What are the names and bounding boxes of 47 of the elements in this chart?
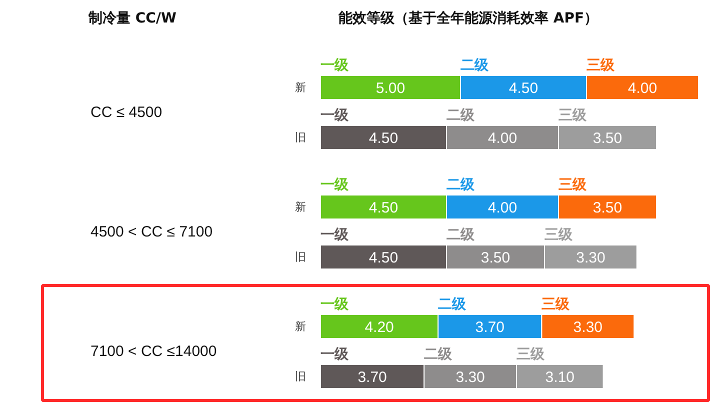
- text: 二级: [438, 296, 466, 312]
- data-label: 3.30: [456, 369, 485, 386]
- y-tick-label: 新: [295, 320, 306, 333]
- text: 三级: [516, 346, 544, 362]
- data-label: 3.50: [592, 200, 622, 216]
- text: 三级: [558, 177, 586, 193]
- text: 一级: [320, 346, 348, 362]
- data-label: 3.10: [545, 369, 575, 386]
- text: 二级: [424, 346, 452, 362]
- text: 一级: [320, 296, 348, 312]
- data-label: 5.00: [376, 80, 406, 97]
- data-label: 3.70: [358, 369, 387, 386]
- series-label: 二级: [460, 58, 490, 74]
- text: 4500 < CC ≤ 7100: [90, 224, 213, 240]
- data-label: 3.70: [475, 319, 505, 336]
- text: 三级: [544, 227, 572, 243]
- data-label: 4.20: [364, 319, 394, 336]
- data-label: 3.50: [480, 250, 510, 266]
- text: 一级: [320, 227, 348, 243]
- data-label: 3.30: [576, 250, 606, 266]
- y-tick-label: 旧: [295, 370, 306, 383]
- data-label: 4.00: [628, 80, 658, 97]
- text: 三级: [542, 296, 570, 312]
- text: 7100 < CC ≤14000: [90, 343, 217, 360]
- text: 二级: [446, 227, 474, 243]
- y-tick-label: 新: [295, 81, 306, 94]
- series-label: 三级: [586, 58, 616, 74]
- y-tick-label: 新: [295, 200, 306, 214]
- data-label: 4.50: [368, 200, 398, 216]
- data-label: 3.50: [592, 130, 622, 147]
- data-label: 4.50: [368, 130, 398, 147]
- text: 制冷量 CC/W: [88, 10, 176, 26]
- text: 一级: [320, 177, 348, 193]
- text: CC ≤ 4500: [90, 104, 162, 121]
- text: 一级: [320, 108, 348, 124]
- y-tick-label: 旧: [295, 131, 306, 144]
- data-label: 4.50: [368, 250, 398, 266]
- data-label: 3.30: [573, 319, 603, 336]
- text: 二级: [446, 108, 474, 124]
- text: 三级: [558, 108, 586, 124]
- data-label: 4.00: [488, 130, 518, 147]
- chart-title: 能效等级（基于全年能源消耗效率 APF）: [338, 10, 598, 26]
- data-label: 4.50: [508, 80, 538, 97]
- text: 二级: [446, 177, 474, 193]
- data-label: 4.00: [488, 200, 518, 216]
- series-label: 一级: [320, 58, 350, 74]
- y-tick-label: 旧: [295, 250, 306, 264]
